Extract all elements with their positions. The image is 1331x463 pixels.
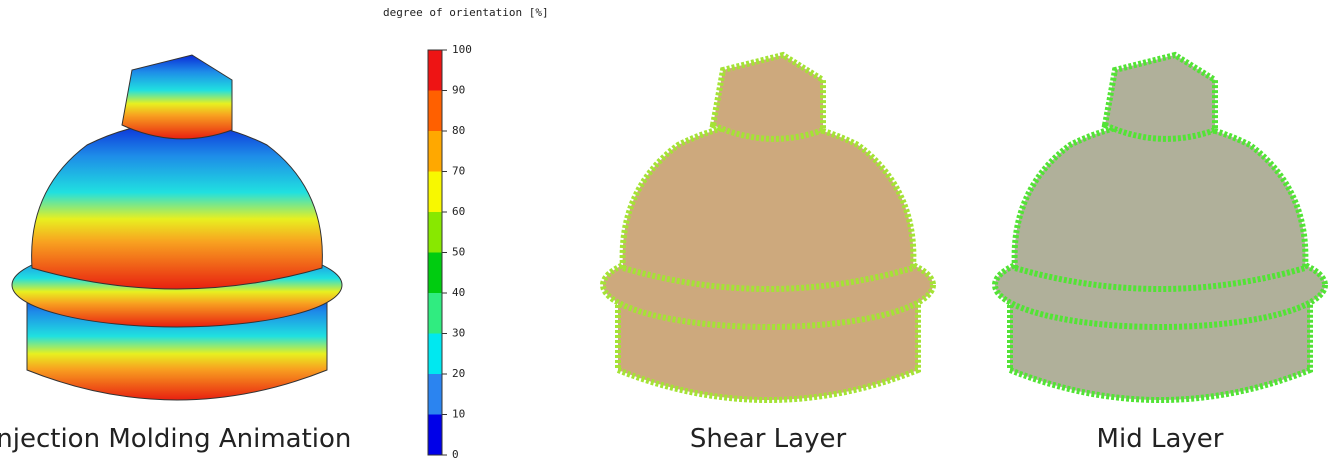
colorbar-band bbox=[428, 334, 442, 375]
tick-label: 10 bbox=[452, 408, 465, 421]
colorbar-band bbox=[428, 131, 442, 172]
colorbar-title: degree of orientation [%] bbox=[383, 6, 549, 19]
colorbar-band bbox=[428, 415, 442, 456]
tick-label: 60 bbox=[452, 205, 465, 218]
page: degree of orientation [%] 0 10 20 30 40 50 60 7… bbox=[0, 0, 1331, 463]
tick-label: 70 bbox=[452, 165, 465, 178]
molding-render bbox=[12, 55, 342, 400]
caption: Shear Layer bbox=[690, 424, 847, 454]
tick-label: 90 bbox=[452, 84, 465, 97]
colorbar: 0 10 20 30 40 50 60 70 80 90 100 bbox=[428, 43, 472, 461]
mid-layer-render bbox=[995, 55, 1325, 400]
colorbar-band bbox=[428, 172, 442, 213]
tick-label: 20 bbox=[452, 367, 465, 380]
figure: degree of orientation [%] 0 10 20 30 40 50 60 7… bbox=[0, 0, 1331, 463]
caption: Mid Layer bbox=[1097, 424, 1224, 454]
colorbar-band bbox=[428, 293, 442, 334]
tick-label: 80 bbox=[452, 124, 465, 137]
colorbar-band bbox=[428, 50, 442, 91]
caption: Injection Molding Animation bbox=[0, 424, 351, 454]
tick-label: 100 bbox=[452, 43, 472, 56]
colorbar-band bbox=[428, 91, 442, 132]
colorbar-band bbox=[428, 212, 442, 253]
tick-label: 0 bbox=[452, 448, 459, 461]
shear-layer-render bbox=[603, 55, 933, 400]
colorbar-band bbox=[428, 253, 442, 294]
tick-label: 30 bbox=[452, 327, 465, 340]
colorbar-band bbox=[428, 374, 442, 415]
tick-label: 50 bbox=[452, 246, 465, 259]
tick-label: 40 bbox=[452, 286, 465, 299]
